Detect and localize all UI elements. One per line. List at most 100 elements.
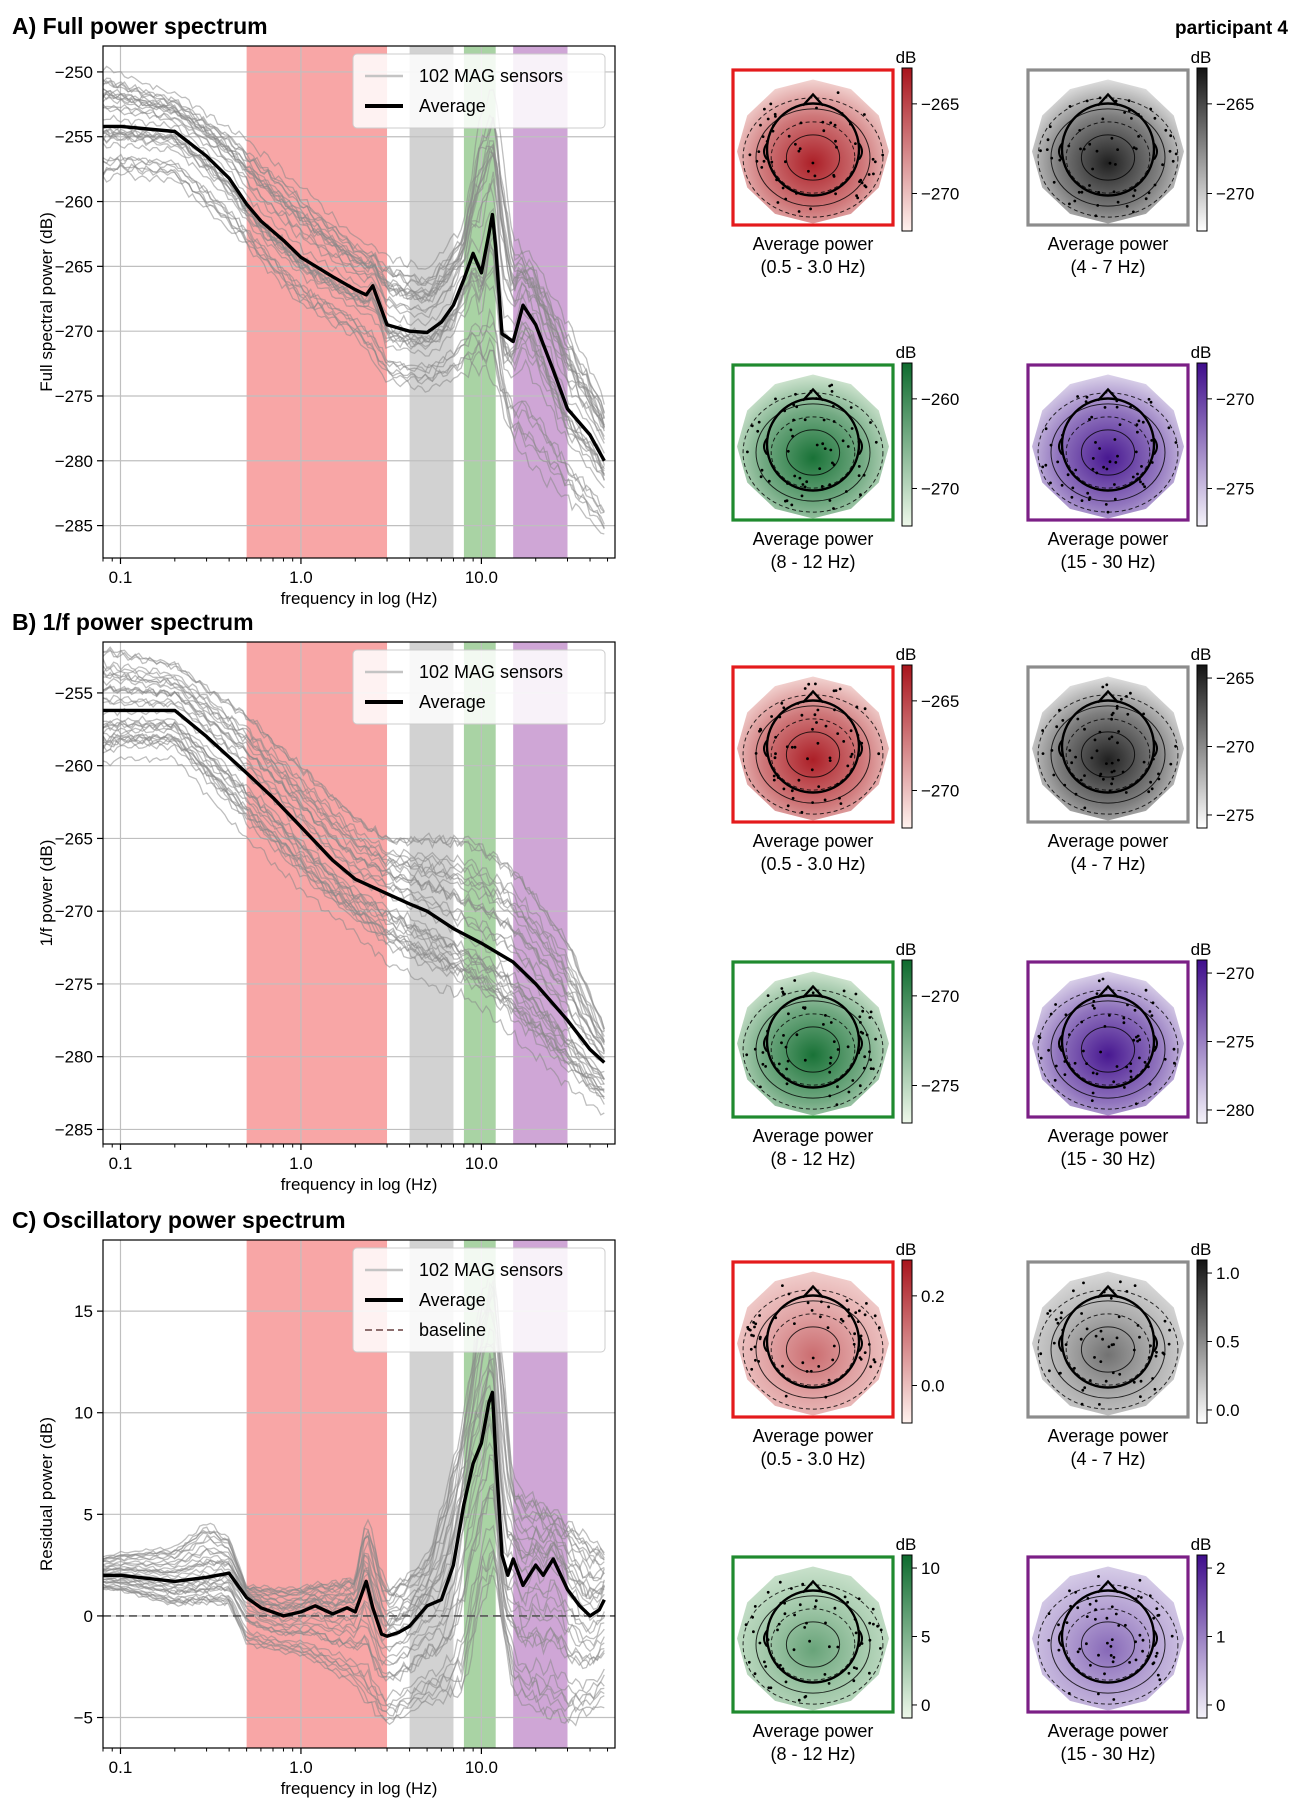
nose-outline — [802, 984, 824, 999]
sensor-dot — [1090, 415, 1094, 419]
sensor-dot — [1044, 427, 1048, 431]
sensor-dot — [830, 390, 834, 393]
sensor-dot — [1112, 1080, 1116, 1084]
topomap-contour — [1065, 718, 1151, 791]
sensor-dot — [781, 1364, 784, 1368]
legend: 102 MAG sensors Average baseline — [352, 1247, 606, 1353]
ear-right — [1153, 1334, 1158, 1353]
sensor-dot — [845, 1299, 849, 1302]
sensor-dot — [841, 439, 845, 443]
topomap-caption-title: Average power — [1048, 234, 1169, 254]
topomap-field — [1032, 1271, 1184, 1416]
sensor-dot — [1170, 1634, 1174, 1638]
sensor-dot — [1050, 156, 1054, 160]
sensor-dot — [1109, 1654, 1113, 1657]
sensor-dot — [1082, 1281, 1085, 1285]
sensor-trace — [103, 96, 605, 432]
sensor-dot — [861, 1009, 865, 1013]
sensor-dot — [1060, 483, 1064, 487]
sensor-dot — [1139, 1379, 1143, 1383]
sensor-dot — [804, 1695, 808, 1698]
sensor-dot — [1118, 1372, 1122, 1376]
sensor-dot — [1074, 1590, 1077, 1594]
sensor-dot — [774, 397, 777, 401]
panel-title: C) Oscillatory power spectrum — [12, 1207, 346, 1233]
panel-A: A) Full power spectrum 0.1 1.0 10.0 −250 −255… — [12, 13, 616, 608]
sensor-dot — [1123, 1586, 1127, 1590]
colorbar-tick-label: −265 — [1216, 669, 1254, 688]
sensor-dot — [842, 740, 846, 743]
sensor-dot — [845, 490, 848, 493]
sensor-dot — [1168, 1328, 1171, 1332]
sensor-dot — [783, 1612, 787, 1616]
sensor-dot — [1141, 482, 1145, 486]
sensor-dot — [860, 741, 864, 745]
sensor-dot — [1138, 1633, 1142, 1637]
sensor-dot — [1113, 497, 1117, 501]
sensor-dot — [1103, 1025, 1107, 1028]
sensor-dot — [1105, 1616, 1109, 1620]
sensor-dot — [1138, 1056, 1141, 1060]
sensor-dot — [1091, 457, 1095, 460]
sensor-dot — [832, 463, 836, 467]
topomap-contour — [785, 134, 841, 181]
topomap-contour — [1065, 121, 1151, 194]
sensor-dot — [1098, 447, 1101, 450]
topomap-contour — [1050, 403, 1166, 502]
sensor-dot — [1129, 1062, 1133, 1065]
sensor-dot — [1121, 770, 1125, 774]
sensor-dot — [1154, 1654, 1158, 1658]
sensor-dot — [881, 153, 885, 157]
ear-right — [858, 1034, 863, 1053]
colorbar — [1196, 67, 1208, 232]
topomap-field — [737, 374, 889, 519]
sensor-dot — [1132, 1348, 1136, 1352]
sensor-dot — [1156, 1673, 1160, 1677]
sensor-dot — [1148, 1594, 1152, 1598]
sensor-dot — [868, 1621, 872, 1625]
sensor-dot — [764, 1665, 768, 1668]
topomap-field — [1032, 971, 1184, 1116]
sensor-dot — [769, 102, 773, 106]
ear-right — [1153, 437, 1158, 456]
sensor-dot — [1085, 1062, 1088, 1065]
sensor-dot — [813, 1605, 817, 1608]
sensor-dot — [877, 752, 881, 756]
sensor-dot — [824, 1395, 828, 1399]
sensor-trace — [103, 128, 605, 476]
sensor-dot — [821, 487, 824, 491]
topomap-B-theta: Average power (4 - 7 Hz) dB−265 −270 −275 — [1026, 645, 1254, 874]
sensor-dot — [815, 443, 819, 447]
topomap-caption-range: (8 - 12 Hz) — [770, 552, 855, 572]
ear-left — [763, 1034, 768, 1053]
ear-left — [1058, 739, 1063, 758]
nose-outline — [1097, 92, 1119, 107]
sensor-dot — [857, 440, 861, 443]
sensor-dot — [760, 166, 764, 169]
x-axis-label: frequency in log (Hz) — [281, 1779, 438, 1798]
sensor-dot — [851, 1079, 855, 1082]
sensor-dot — [1061, 433, 1064, 437]
sensor-dot — [872, 1067, 875, 1071]
head-outline — [1060, 1294, 1156, 1389]
sensor-dot — [1093, 1356, 1096, 1359]
nose-outline — [1097, 1284, 1119, 1299]
sensor-trace — [103, 754, 605, 1116]
band-beta — [513, 642, 568, 1144]
sensor-dot — [842, 989, 846, 993]
topomap-caption-range: (0.5 - 3.0 Hz) — [760, 1449, 865, 1469]
sensor-dot — [1133, 1008, 1137, 1012]
sensor-dot — [828, 499, 832, 502]
sensor-dot — [811, 727, 814, 731]
sensor-dot — [873, 160, 877, 164]
sensor-dot — [787, 1292, 791, 1296]
sensor-dot — [796, 702, 800, 705]
sensor-dot — [800, 713, 804, 717]
sensor-dot — [879, 1647, 882, 1650]
sensor-dot — [1129, 405, 1132, 409]
colorbar — [1196, 1554, 1208, 1719]
sensor-dot — [829, 1021, 833, 1024]
sensor-dot — [1039, 149, 1042, 153]
sensor-dot — [858, 1356, 862, 1359]
sensor-dot — [1098, 96, 1102, 100]
